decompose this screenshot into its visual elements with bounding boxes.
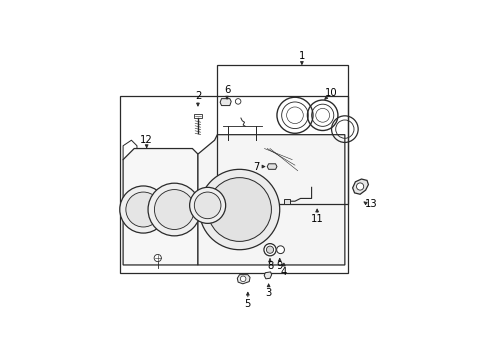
Polygon shape xyxy=(198,135,344,265)
Text: 5: 5 xyxy=(244,299,250,309)
Bar xyxy=(217,66,347,204)
Circle shape xyxy=(148,183,200,236)
Polygon shape xyxy=(123,149,198,265)
Circle shape xyxy=(120,186,166,233)
Text: 10: 10 xyxy=(324,88,337,98)
Circle shape xyxy=(240,276,245,282)
Text: 9: 9 xyxy=(276,261,283,271)
Text: 6: 6 xyxy=(224,85,230,95)
Bar xyxy=(120,96,347,273)
Polygon shape xyxy=(267,164,276,169)
Circle shape xyxy=(207,177,271,242)
Circle shape xyxy=(266,246,273,253)
Circle shape xyxy=(356,183,363,190)
Text: 4: 4 xyxy=(280,267,286,277)
Circle shape xyxy=(125,192,161,227)
Text: 1: 1 xyxy=(298,51,305,61)
Bar xyxy=(194,114,202,118)
Circle shape xyxy=(154,255,161,262)
Text: 2: 2 xyxy=(194,91,201,101)
Text: 11: 11 xyxy=(310,214,323,224)
Polygon shape xyxy=(237,275,249,284)
Circle shape xyxy=(154,190,194,229)
Text: 8: 8 xyxy=(266,261,273,271)
Polygon shape xyxy=(220,99,231,105)
Circle shape xyxy=(264,244,276,256)
Bar xyxy=(284,199,289,204)
Text: 3: 3 xyxy=(265,288,271,298)
Circle shape xyxy=(194,192,221,219)
Polygon shape xyxy=(264,272,271,279)
Text: 13: 13 xyxy=(364,199,377,209)
Polygon shape xyxy=(352,179,367,194)
Text: 7: 7 xyxy=(252,162,259,172)
Circle shape xyxy=(189,187,225,223)
Circle shape xyxy=(235,99,241,104)
Text: 12: 12 xyxy=(140,135,153,145)
Circle shape xyxy=(199,169,279,250)
Circle shape xyxy=(276,246,284,253)
